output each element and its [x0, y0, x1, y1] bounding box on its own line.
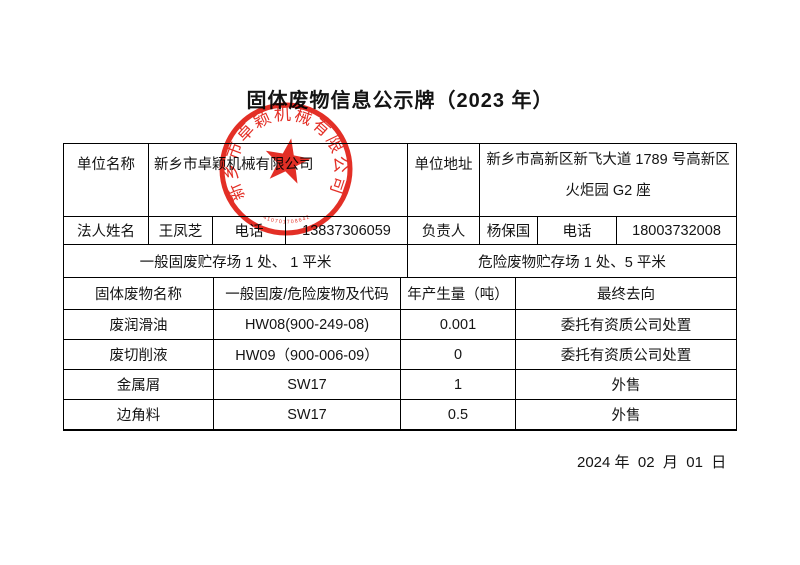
contacts-row: 法人姓名 王凤芝 电话 13837306059 负责人 杨保国 电话 18003… [63, 216, 738, 245]
unit-row: 单位名称 新乡市卓颖机械有限公司 单位地址 新乡市高新区新飞大道 1789 号高… [63, 143, 738, 217]
notice-tables: 单位名称 新乡市卓颖机械有限公司 单位地址 新乡市高新区新飞大道 1789 号高… [62, 143, 738, 431]
waste-destination-cell: 外售 [515, 369, 737, 400]
unit-address-line2: 火炬园 G2 座 [565, 183, 651, 199]
waste-code-cell: SW17 [213, 399, 401, 431]
waste-destination-cell: 委托有资质公司处置 [515, 339, 737, 370]
stamp-ring [219, 102, 353, 236]
waste-row: 边角料 SW17 0.5 外售 [63, 399, 737, 431]
manager-phone-value: 18003732008 [616, 216, 738, 245]
waste-code-cell: HW09（900-006-09） [213, 339, 401, 370]
stamp-star-icon [265, 138, 311, 184]
waste-amount-cell: 1 [400, 369, 516, 400]
manager-phone-label: 电话 [537, 216, 618, 245]
waste-header-row: 固体废物名称 一般固废/危险废物及代码 年产生量（吨） 最终去向 [63, 277, 737, 310]
unit-info-table: 单位名称 新乡市卓颖机械有限公司 单位地址 新乡市高新区新飞大道 1789 号高… [62, 143, 738, 278]
waste-destination-cell: 外售 [515, 399, 737, 431]
waste-name-header: 固体废物名称 [63, 277, 214, 310]
legal-name-label: 法人姓名 [63, 216, 149, 245]
waste-row: 金属屑 SW17 1 外售 [63, 369, 737, 400]
waste-code-cell: HW08(900-249-08) [213, 309, 401, 340]
manager-label: 负责人 [407, 216, 481, 245]
general-storage-cell: 一般固废贮存场 1 处、 1 平米 [62, 244, 409, 278]
svg-text:4107017086421: 4107017086421 [262, 165, 311, 225]
waste-name-cell: 废切削液 [63, 339, 214, 370]
waste-name-cell: 边角料 [63, 399, 214, 431]
waste-code-header: 一般固废/危险废物及代码 [213, 277, 401, 310]
waste-row: 废切削液 HW09（900-006-09） 0 委托有资质公司处置 [63, 339, 737, 370]
waste-destination-cell: 委托有资质公司处置 [515, 309, 737, 340]
page-title: 固体废物信息公示牌（2023 年） [246, 90, 554, 112]
manager-value: 杨保国 [479, 216, 539, 245]
waste-amount-cell: 0.5 [400, 399, 516, 431]
company-stamp: 新乡市卓颖机械有限公司 4107017086421 [219, 102, 353, 236]
report-date: 2024 年 02 月 01 日 [577, 454, 727, 471]
waste-amount-cell: 0 [400, 339, 516, 370]
legal-name-value: 王凤芝 [148, 216, 213, 245]
stamp-serial-text: 4107017086421 [262, 165, 310, 225]
waste-destination-header: 最终去向 [515, 277, 737, 310]
waste-amount-cell: 0.001 [400, 309, 516, 340]
waste-table: 固体废物名称 一般固废/危险废物及代码 年产生量（吨） 最终去向 废润滑油 HW… [63, 277, 737, 431]
waste-code-cell: SW17 [213, 369, 401, 400]
waste-row: 废润滑油 HW08(900-249-08) 0.001 委托有资质公司处置 [63, 309, 737, 340]
storage-row: 一般固废贮存场 1 处、 1 平米 危险废物贮存场 1 处、5 平米 [62, 244, 738, 278]
unit-address-label: 单位地址 [407, 143, 481, 217]
unit-address-value: 新乡市高新区新飞大道 1789 号高新区 火炬园 G2 座 [479, 143, 738, 217]
hazardous-storage-cell: 危险废物贮存场 1 处、5 平米 [407, 244, 738, 278]
unit-address-line1: 新乡市高新区新飞大道 1789 号高新区 [486, 152, 730, 168]
unit-name-label: 单位名称 [63, 143, 149, 217]
waste-amount-header: 年产生量（吨） [400, 277, 516, 310]
waste-name-cell: 废润滑油 [63, 309, 214, 340]
waste-name-cell: 金属屑 [63, 369, 214, 400]
